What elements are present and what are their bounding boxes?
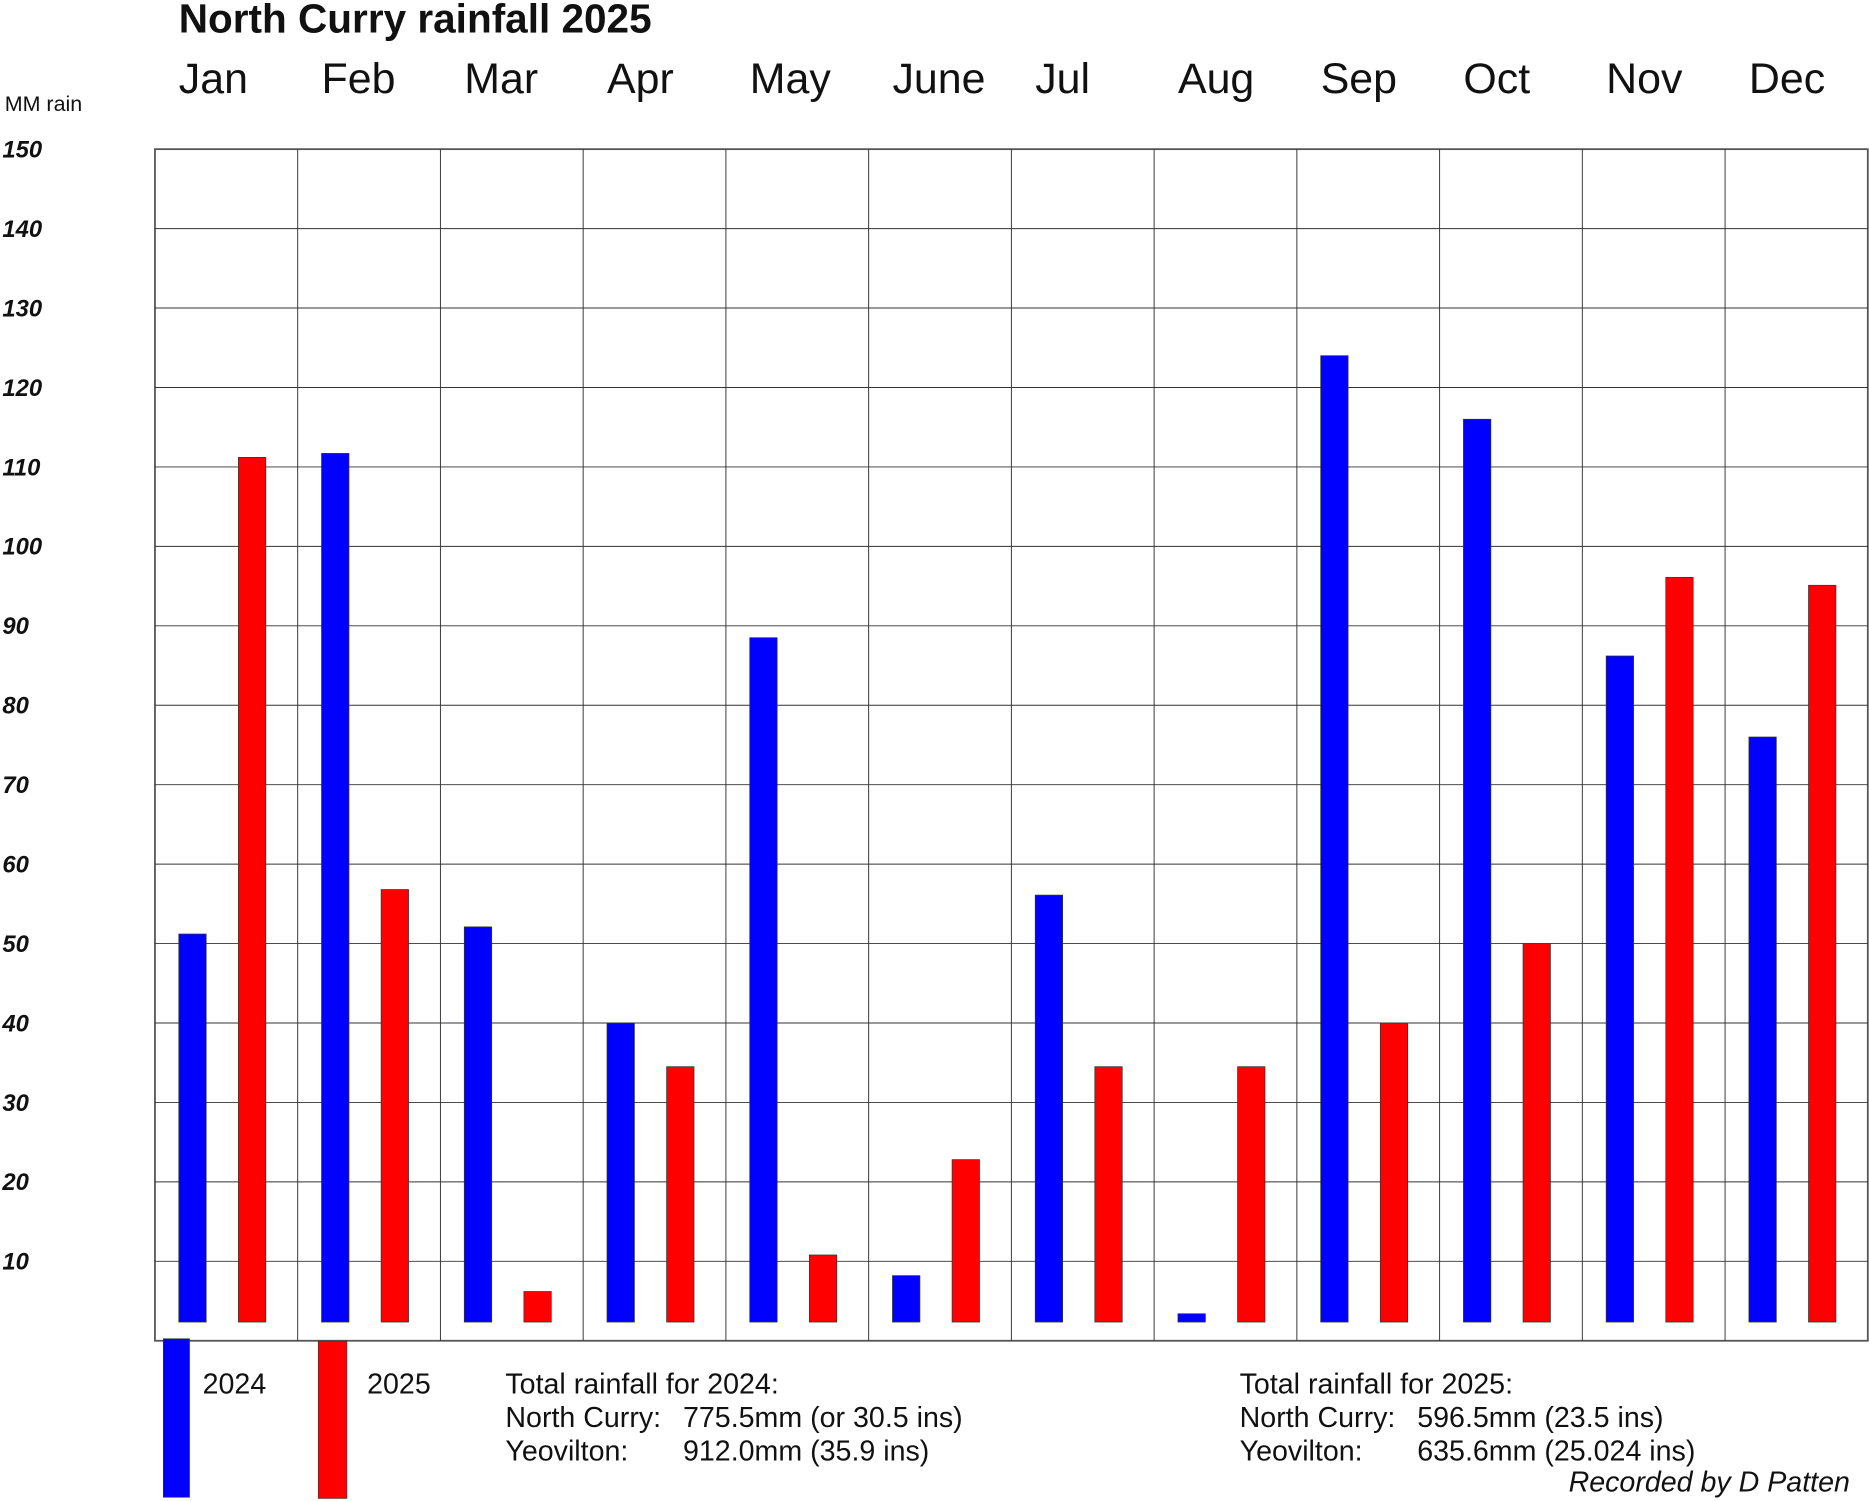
month-labels: Jan Feb Mar Apr May June Jul Aug Sep Oct Nov Dec — [179, 55, 1825, 103]
totals-2024-heading: Total rainfall for 2024: — [505, 1369, 778, 1401]
bar-2025-Sep — [1379, 1022, 1409, 1323]
bar-2025-Oct — [1522, 943, 1551, 1323]
y-tick-labels: 10 20 30 40 50 60 70 80 90 100 110 120 130 140 150 — [1, 136, 43, 1275]
y-tick-label: 40 — [1, 1010, 29, 1037]
bar-2024-June — [892, 1275, 921, 1323]
month-label: Jul — [1035, 55, 1090, 103]
y-tick-label: 30 — [2, 1090, 29, 1117]
bar-2025-Nov — [1665, 576, 1694, 1323]
totals-2024-nc-label: North Curry: — [505, 1402, 661, 1434]
credit: Recorded by D Patten — [1569, 1466, 1850, 1498]
bar-2025-Jan — [238, 457, 267, 1323]
y-axis-label: MM rain — [5, 92, 82, 116]
bar-2025-Jul — [1094, 1066, 1123, 1323]
totals-2024-yv-value: 912.0mm (35.9 ins) — [683, 1435, 929, 1467]
y-tick-label: 110 — [2, 454, 41, 481]
totals-2025: Total rainfall for 2025: North Curry: 59… — [1240, 1369, 1696, 1468]
legend-swatch-2024 — [163, 1338, 190, 1498]
month-label: Jan — [179, 55, 248, 103]
month-label: Nov — [1606, 55, 1683, 103]
bar-2025-June — [951, 1159, 980, 1323]
legend-label-2025: 2025 — [367, 1369, 431, 1401]
legend-swatch-2025 — [317, 1340, 348, 1499]
bar-2024-Aug — [1177, 1313, 1206, 1323]
chart-title: North Curry rainfall 2025 — [179, 0, 652, 41]
bar-2024-Jan — [178, 933, 207, 1323]
legend: 2024 2025 — [163, 1338, 431, 1499]
month-label: Dec — [1749, 55, 1825, 103]
y-tick-label: 70 — [2, 772, 29, 799]
totals-2025-yv-label: Yeovilton: — [1240, 1435, 1363, 1467]
bars — [178, 355, 1837, 1323]
month-label: Apr — [607, 55, 674, 103]
bar-2024-Mar — [463, 926, 493, 1323]
y-tick-label: 120 — [2, 375, 43, 402]
bar-2024-Feb — [321, 453, 350, 1323]
grid — [154, 148, 1869, 1342]
y-tick-label: 100 — [2, 534, 43, 561]
bar-2024-Jul — [1034, 894, 1063, 1323]
totals-2024-nc-value: 775.5mm (or 30.5 ins) — [683, 1402, 963, 1434]
totals-2024-yv-label: Yeovilton: — [505, 1435, 628, 1467]
bar-2024-Dec — [1748, 736, 1777, 1323]
y-tick-label: 10 — [2, 1249, 29, 1276]
bar-2025-May — [808, 1254, 838, 1323]
month-label: Mar — [464, 55, 538, 103]
y-tick-label: 50 — [2, 931, 29, 958]
bar-2025-Mar — [523, 1291, 552, 1323]
bar-2025-Apr — [666, 1066, 695, 1323]
y-tick-label: 80 — [2, 693, 29, 720]
bar-2025-Feb — [380, 889, 409, 1323]
y-tick-label: 130 — [2, 295, 43, 322]
month-label: Feb — [322, 55, 396, 103]
month-label: Sep — [1321, 55, 1397, 103]
bar-2024-Apr — [606, 1022, 635, 1323]
totals-2025-nc-label: North Curry: — [1240, 1402, 1396, 1434]
totals-2025-heading: Total rainfall for 2025: — [1240, 1369, 1513, 1401]
y-tick-label: 90 — [2, 613, 29, 640]
totals-2025-nc-value: 596.5mm (23.5 ins) — [1417, 1402, 1663, 1434]
totals-2024: Total rainfall for 2024: North Curry: 77… — [505, 1369, 962, 1468]
totals-2025-yv-value: 635.6mm (25.024 ins) — [1417, 1435, 1695, 1467]
bar-2024-Sep — [1320, 355, 1349, 1323]
bar-2024-Nov — [1605, 655, 1634, 1323]
y-tick-label: 140 — [2, 216, 43, 243]
legend-label-2024: 2024 — [203, 1369, 267, 1401]
bar-2025-Aug — [1237, 1066, 1266, 1323]
bar-2024-Oct — [1463, 418, 1492, 1323]
bar-2025-Dec — [1808, 584, 1837, 1323]
month-label: Oct — [1463, 55, 1530, 103]
month-label: Aug — [1178, 55, 1254, 103]
y-tick-label: 60 — [2, 851, 29, 878]
y-tick-label: 20 — [1, 1169, 29, 1196]
month-label: June — [892, 55, 985, 103]
bar-2024-May — [749, 637, 778, 1323]
y-tick-label: 150 — [2, 136, 43, 163]
month-label: May — [750, 55, 832, 103]
